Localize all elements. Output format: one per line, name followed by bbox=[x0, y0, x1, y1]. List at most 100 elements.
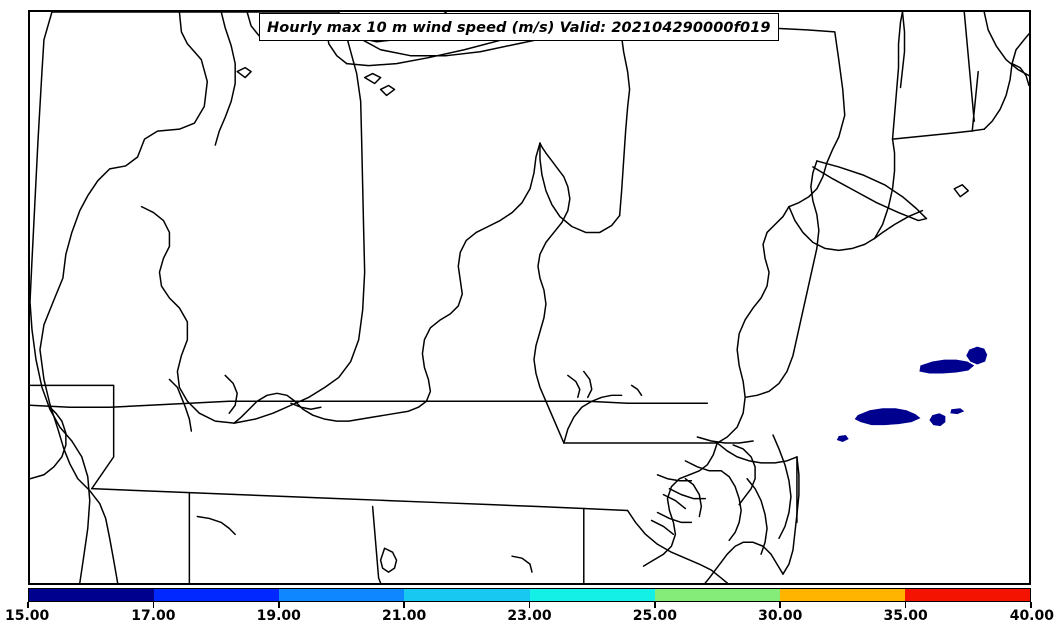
state-outline-westvirginia bbox=[233, 142, 541, 424]
colorbar-tick-25.00 bbox=[654, 602, 656, 608]
state-outline-illinois bbox=[39, 12, 209, 583]
lake-detail-georgia-b bbox=[511, 555, 533, 573]
coastline-inner-bank-b bbox=[668, 487, 707, 500]
colorbar-label-23.00: 23.00 bbox=[507, 608, 552, 624]
colorbar-band-21-23 bbox=[404, 589, 530, 601]
colorbar-label-17.00: 17.00 bbox=[131, 608, 176, 624]
state-outline-newyork-hudson bbox=[788, 205, 876, 252]
coastline-chesapeake-west bbox=[642, 442, 718, 567]
colorbar-label-15.00: 15.00 bbox=[5, 608, 50, 624]
wind-patch-e bbox=[950, 408, 965, 415]
state-outline-massachusetts bbox=[891, 12, 904, 140]
colorbar-tick-23.00 bbox=[528, 602, 531, 608]
state-border-nc-sc bbox=[626, 509, 728, 583]
colorbar-tick-17.00 bbox=[152, 602, 155, 608]
state-border-vt-nh bbox=[963, 12, 975, 122]
page-title: Hourly max 10 m wind speed (m/s) Valid: … bbox=[267, 20, 771, 36]
map-plot-area[interactable] bbox=[28, 10, 1031, 585]
colorbar-bands bbox=[28, 588, 1031, 602]
colorbar[interactable] bbox=[28, 588, 1031, 602]
coastline-long-island-sound bbox=[873, 209, 924, 240]
coastline-bay-inlet-a bbox=[662, 493, 687, 510]
coastline-massachusetts bbox=[983, 33, 1029, 130]
border-indiana-south bbox=[140, 205, 235, 424]
border-illinois-west bbox=[30, 12, 91, 583]
wind-speed-data-patches bbox=[836, 346, 988, 442]
map-vector-layer bbox=[30, 12, 1029, 583]
state-border-wv-va bbox=[533, 142, 571, 444]
colorbar-tick-30.00 bbox=[779, 602, 782, 608]
state-outline-missouri-bootheel bbox=[30, 384, 115, 490]
state-border-kentucky-tennessee bbox=[30, 400, 709, 408]
lake-detail-alabama bbox=[196, 515, 236, 536]
wind-patch-d bbox=[929, 413, 946, 427]
state-border-newyork-newengland bbox=[873, 138, 896, 240]
mountain-detail-a bbox=[630, 384, 643, 397]
coastline-newjersey-shore bbox=[744, 160, 820, 399]
wv-panhandle bbox=[563, 394, 623, 444]
wind-patch-f bbox=[836, 435, 849, 442]
coastline-potomac bbox=[656, 474, 693, 482]
state-border-tennessee-west bbox=[30, 406, 67, 480]
coastline-lake-michigan-east bbox=[214, 12, 236, 146]
state-border-ohio-pennsylvania bbox=[618, 21, 631, 217]
state-border-al-ga bbox=[371, 505, 382, 583]
river-detail-ohio-valley bbox=[224, 374, 238, 414]
colorbar-label-40.00: 40.00 bbox=[1009, 608, 1054, 624]
colorbar-tick-21.00 bbox=[403, 602, 405, 608]
coastline-chesapeake-detail-b bbox=[684, 477, 703, 518]
wind-patch-a bbox=[966, 346, 988, 365]
coastline-inner-bank-c bbox=[656, 511, 693, 524]
coastline-outer-banks-a bbox=[772, 434, 792, 540]
colorbar-band-15-17 bbox=[29, 589, 155, 601]
coastline-delmarva-east bbox=[782, 456, 800, 575]
coastline-bay-inlet-b bbox=[650, 519, 675, 536]
coastline-long-island-south bbox=[812, 166, 928, 222]
state-outline-newyork-north bbox=[891, 128, 985, 140]
colorbar-band-30-35 bbox=[779, 589, 905, 601]
coastline-chesapeake-detail-a bbox=[720, 470, 742, 542]
colorbar-label-25.00: 25.00 bbox=[632, 608, 678, 624]
colorbar-label-19.00: 19.00 bbox=[256, 608, 301, 624]
colorbar-band-25-30 bbox=[654, 589, 780, 601]
state-outline-newhampshire-vermont bbox=[899, 12, 906, 89]
state-border-pa-ny-east bbox=[788, 136, 840, 208]
colorbar-label-30.00: 30.00 bbox=[758, 608, 803, 624]
coastline-inner-bank-a bbox=[684, 460, 722, 472]
coastline-north-carolina bbox=[704, 541, 784, 583]
colorbar-tick-40.00 bbox=[1030, 602, 1032, 608]
river-kentucky-detail-c bbox=[567, 374, 581, 399]
colorbar-tick-19.00 bbox=[277, 602, 280, 608]
colorbar-ticks bbox=[27, 602, 1032, 609]
coastline-albemarle bbox=[696, 436, 754, 444]
wind-patch-c bbox=[854, 408, 921, 426]
state-outline-newjersey bbox=[716, 205, 790, 444]
river-kentucky-detail-b bbox=[290, 402, 322, 410]
lake-detail-georgia-a bbox=[379, 547, 398, 573]
state-outline-delaware bbox=[716, 442, 798, 464]
colorbar-band-17-19 bbox=[154, 589, 280, 601]
colorbar-tick-labels: 15.00 17.00 19.00 21.00 23.00 25.00 30.00 35.00… bbox=[0, 608, 1057, 630]
colorbar-tick-35.00 bbox=[904, 602, 907, 608]
river-kentucky-detail-a bbox=[168, 378, 193, 432]
state-border-tennessee-south bbox=[91, 487, 629, 512]
colorbar-tick-15.00 bbox=[27, 602, 29, 608]
coastline-maine bbox=[983, 12, 1029, 77]
map-title-box: Hourly max 10 m wind speed (m/s) Valid: … bbox=[259, 13, 779, 41]
coastline-chesapeake-detail-c bbox=[746, 477, 768, 555]
state-and-coastline-outlines bbox=[30, 12, 1029, 583]
state-border-ohio-wv bbox=[539, 142, 621, 234]
state-border-ct-ri bbox=[971, 70, 979, 132]
small-lake-detail-a bbox=[236, 66, 252, 79]
colorbar-label-35.00: 35.00 bbox=[883, 608, 928, 624]
coastline-long-island-north bbox=[816, 160, 928, 220]
coastline-pamlico-sound-west bbox=[732, 444, 756, 506]
river-detail-virginia bbox=[583, 370, 593, 399]
coastline-block-island bbox=[953, 184, 969, 198]
colorbar-band-35-40 bbox=[904, 589, 1030, 601]
wind-patch-b bbox=[919, 359, 975, 374]
lake-erie-islands bbox=[363, 72, 396, 97]
colorbar-band-19-21 bbox=[279, 589, 405, 601]
colorbar-band-23-25 bbox=[529, 589, 655, 601]
